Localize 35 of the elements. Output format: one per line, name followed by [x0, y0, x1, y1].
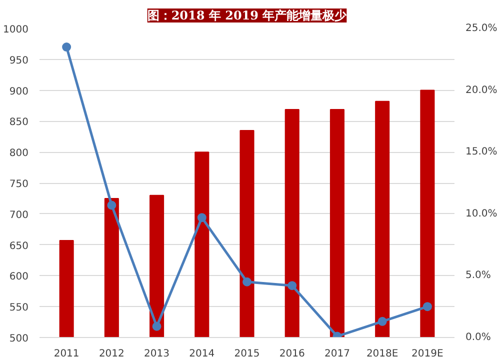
point: [242, 277, 252, 286]
y-tick-label: 600: [9, 272, 29, 283]
point: [422, 302, 432, 312]
y-tick-label: 1000: [3, 24, 29, 36]
y-tick-label: 500: [9, 334, 29, 344]
point: [197, 213, 206, 222]
y2-tick-label: 15.0%: [466, 146, 498, 158]
x-tick-label: 2018E: [366, 348, 398, 360]
x-tick-label: 2014: [189, 348, 215, 360]
y-tick-label: 550: [9, 302, 29, 314]
y2-tick-label: 20.0%: [466, 84, 498, 96]
point: [288, 281, 297, 290]
x-tick-label: 2019E: [412, 348, 444, 360]
y2-tick-label: 10.0%: [466, 208, 498, 220]
x-tick-label: 2015: [234, 348, 260, 360]
y-tick-label: 800: [9, 148, 29, 160]
y-tick-label: 750: [9, 179, 29, 190]
point: [378, 316, 387, 326]
x-tick-label: 2017: [324, 348, 350, 360]
y-tick-label: 950: [9, 55, 29, 66]
x-tick-label: 2016: [279, 348, 305, 360]
y-tick-label: 700: [9, 210, 29, 221]
y-tick-label: 850: [9, 117, 29, 128]
y2-tick-label: 0.0%: [466, 332, 491, 343]
point: [107, 200, 116, 210]
y2-tick-label: 5.0%: [466, 270, 491, 282]
chart-title: 图：2018 年 2019 年产能增量极少: [147, 8, 348, 22]
point: [62, 42, 72, 52]
point: [152, 322, 162, 331]
x-tick-label: 2013: [144, 348, 170, 360]
y2-tick-label: 25.0%: [466, 23, 498, 34]
y-tick-label: 900: [9, 86, 29, 98]
y-tick-label: 650: [9, 240, 29, 252]
x-tick-label: 2012: [98, 348, 124, 360]
x-tick-label: 2011: [54, 348, 80, 360]
